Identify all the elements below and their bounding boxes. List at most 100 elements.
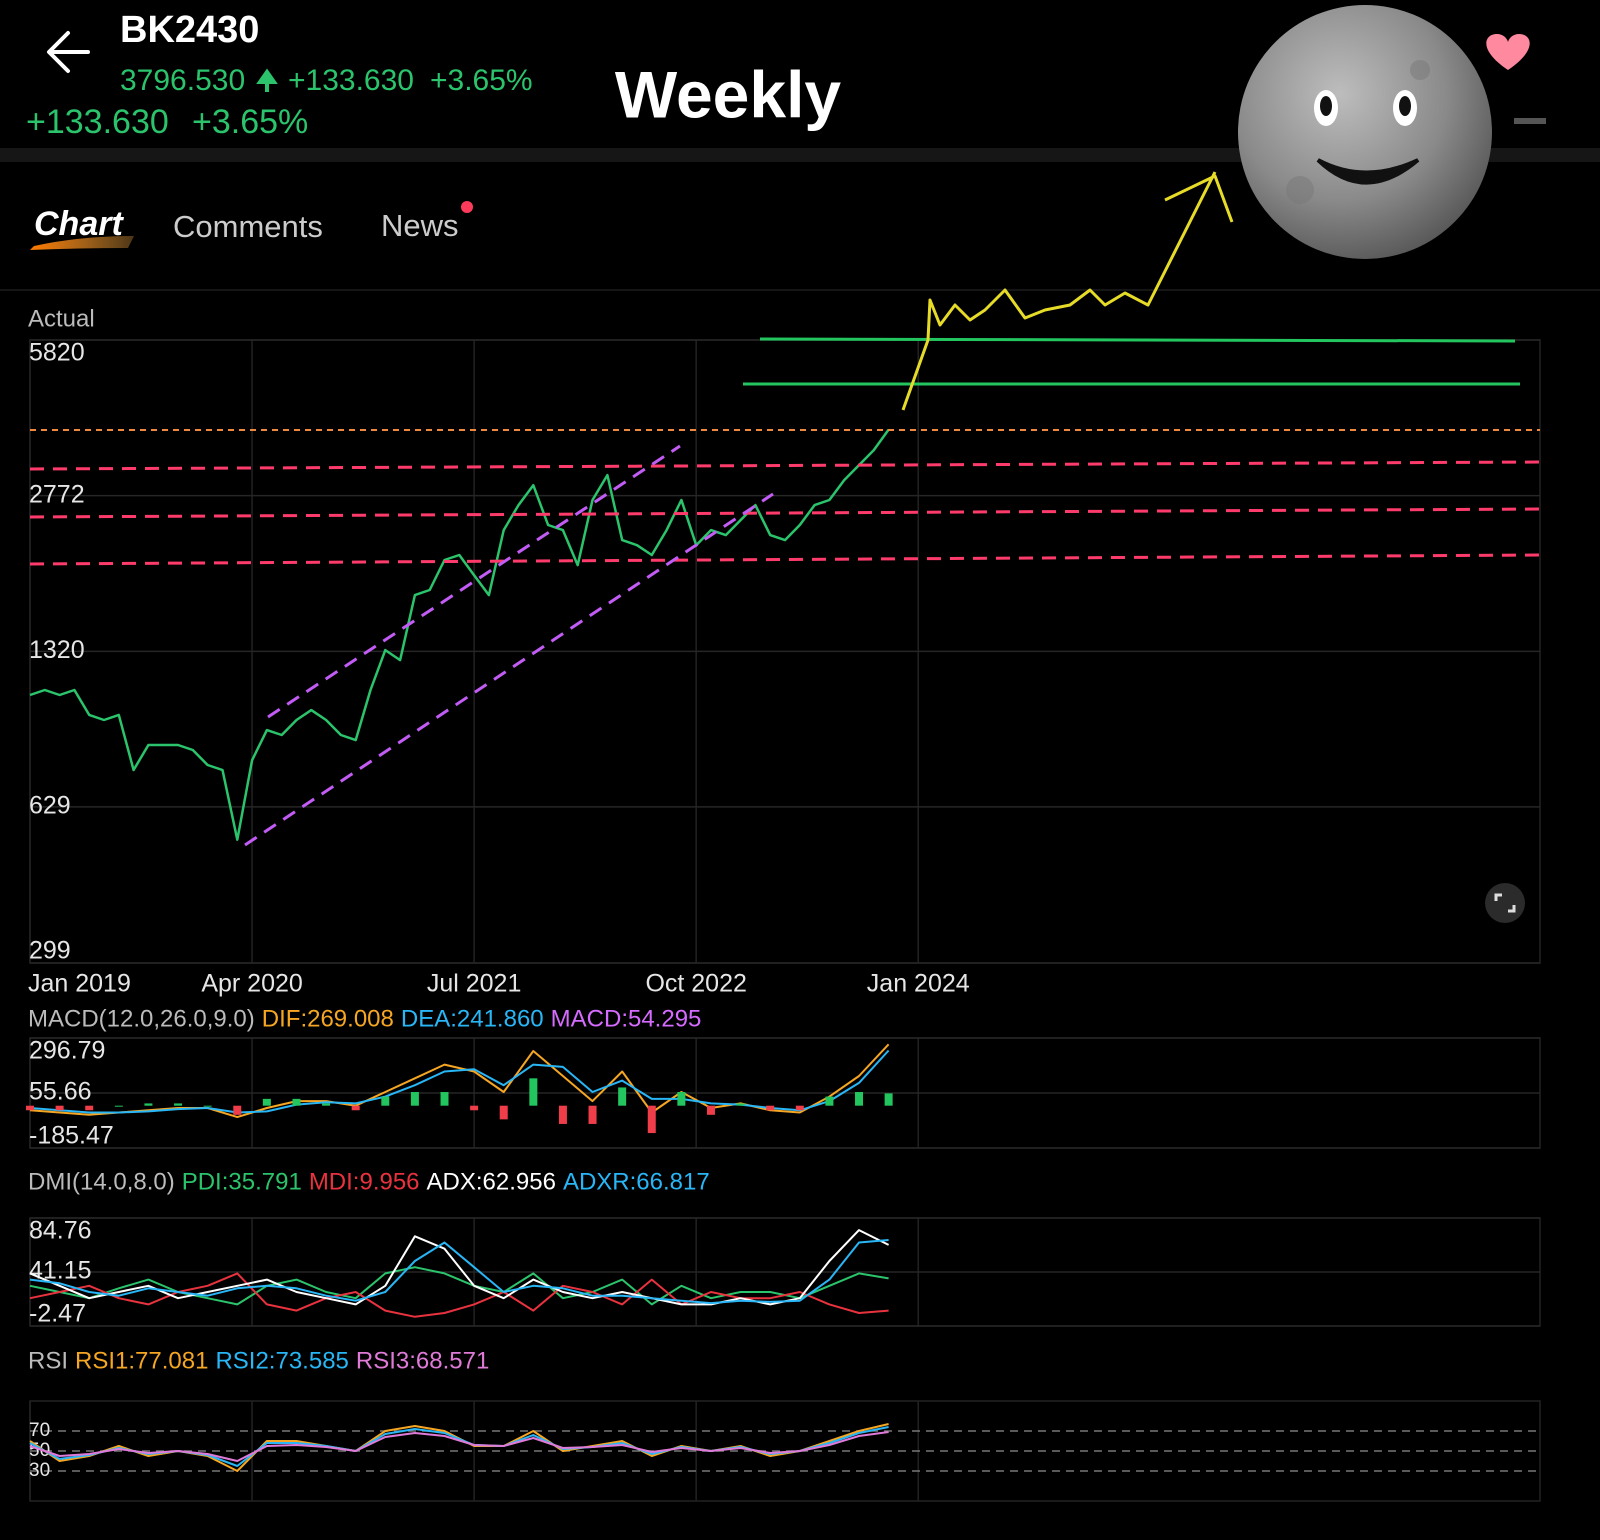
back-button[interactable] [47, 31, 90, 73]
histogram-bar [351, 1105, 360, 1111]
indicator-line [29, 1431, 889, 1462]
histogram-bar [292, 1098, 301, 1106]
y-tick-label: 55.66 [29, 1078, 92, 1106]
indicator-line [29, 1049, 890, 1114]
change: +133.630 [26, 103, 169, 141]
channel-line [267, 444, 681, 719]
histogram-bar [618, 1087, 627, 1106]
histogram-bar [529, 1078, 538, 1106]
histogram-bar [233, 1105, 242, 1115]
histogram-bar [884, 1093, 893, 1106]
resistance-line [29, 507, 1541, 519]
channel-line [244, 492, 774, 847]
y-tick-label: 2772 [29, 480, 85, 508]
histogram-bar [174, 1103, 183, 1106]
separator [0, 148, 1600, 162]
indicator-line [29, 1229, 890, 1306]
indicator-line [29, 1239, 889, 1305]
notification-dot [461, 201, 473, 213]
histogram-bar [677, 1092, 686, 1106]
y-tick-label: 5820 [29, 339, 85, 367]
legend-entry: RSI2:73.585 [215, 1347, 348, 1374]
annotation-text: Weekly [615, 57, 842, 131]
histogram-bar [440, 1092, 449, 1106]
legend-entry: ADX:62.956 [427, 1168, 556, 1195]
legend-entry: DEA:241.860 [401, 1005, 544, 1032]
annotations [29, 171, 1541, 847]
legend-entry: RSI1:77.081 [75, 1347, 208, 1374]
y-tick-label: 84.76 [29, 1217, 92, 1245]
y-tick-label: 1320 [29, 636, 85, 664]
histogram-bar [410, 1092, 419, 1106]
collapsed-price-row: +133.630 +3.65% [26, 103, 308, 141]
resistance-line [29, 460, 1541, 471]
y-tick-label: 299 [29, 937, 71, 965]
histogram-bar [558, 1105, 567, 1124]
histogram-bar [470, 1105, 479, 1111]
histogram-bar [736, 1103, 745, 1106]
moon-emoji [1238, 5, 1492, 259]
histogram-bar [855, 1092, 864, 1106]
change: +133.630 [288, 64, 414, 97]
tab-indicator [30, 236, 134, 250]
price-line [29, 428, 890, 841]
histogram-bar [381, 1096, 390, 1106]
legend-entry: PDI:35.791 [182, 1168, 302, 1195]
histogram-bar [85, 1105, 94, 1111]
legend-entry: MDI:9.956 [309, 1168, 420, 1195]
header: BK2430 3796.530 +133.630 +3.65% +133.630… [26, 9, 1546, 141]
x-tick-label: Oct 2022 [645, 970, 746, 998]
favorite-button[interactable] [1486, 34, 1530, 70]
tabs: Chart Comments News [30, 201, 473, 250]
y-tick-label: -2.47 [29, 1300, 86, 1328]
target-line [759, 337, 1516, 343]
histogram-bar [588, 1105, 597, 1124]
histogram-bar [114, 1105, 123, 1107]
tab[interactable]: News [381, 208, 459, 243]
symbol: BK2430 [120, 9, 259, 51]
y-tick-label: -185.47 [29, 1122, 114, 1150]
tab[interactable]: Chart [34, 205, 124, 243]
indicator-title: MACD(12.0,26.0,9.0) [28, 1005, 255, 1032]
histogram-bar [55, 1105, 64, 1111]
chart-title: Actual [28, 305, 95, 332]
menu-icon[interactable] [1514, 118, 1546, 124]
charts: 299 629 1320 2772 5820 Actual Jan 2019 Apr 2020… [26, 305, 1541, 1502]
histogram-bar [795, 1105, 804, 1111]
legend-entry: ADXR:66.817 [563, 1168, 710, 1195]
y-tick-label: 30 [29, 1460, 50, 1481]
projection-arrow [901, 171, 1234, 411]
fullscreen-button[interactable] [1485, 883, 1525, 923]
y-tick-label: 296.79 [29, 1037, 105, 1065]
indicator-line [29, 1426, 889, 1467]
legend-entry: DIF:269.008 [262, 1005, 394, 1032]
histogram-bar [647, 1105, 656, 1134]
change-percent: +3.65% [192, 103, 308, 141]
up-arrow-icon [256, 68, 278, 92]
tab[interactable]: Comments [173, 209, 323, 244]
histogram-bar [706, 1105, 715, 1115]
legend-entry: MACD:54.295 [551, 1005, 702, 1032]
histogram-bar [144, 1103, 153, 1106]
histogram-bar [766, 1105, 775, 1111]
x-tick-label: Jul 2021 [427, 970, 522, 998]
x-tick-label: Jan 2019 [28, 970, 131, 998]
x-tick-label: Apr 2020 [201, 970, 302, 998]
histogram-bar [825, 1096, 834, 1106]
x-tick-label: Jan 2024 [867, 970, 970, 998]
indicator-line [29, 1272, 889, 1318]
support-line [29, 553, 1541, 566]
y-tick-label: 70 [29, 1420, 50, 1441]
indicator-line [29, 1266, 889, 1306]
histogram-bar [322, 1103, 331, 1106]
price: 3796.530 [120, 64, 245, 97]
change-percent: +3.65% [430, 64, 533, 97]
legend-entry: RSI3:68.571 [356, 1347, 489, 1374]
y-tick-label: 629 [29, 792, 71, 820]
indicator-title: RSI [28, 1347, 68, 1374]
indicator-title: DMI(14.0,8.0) [28, 1168, 175, 1195]
histogram-bar [203, 1105, 212, 1107]
histogram-bar [262, 1098, 271, 1106]
